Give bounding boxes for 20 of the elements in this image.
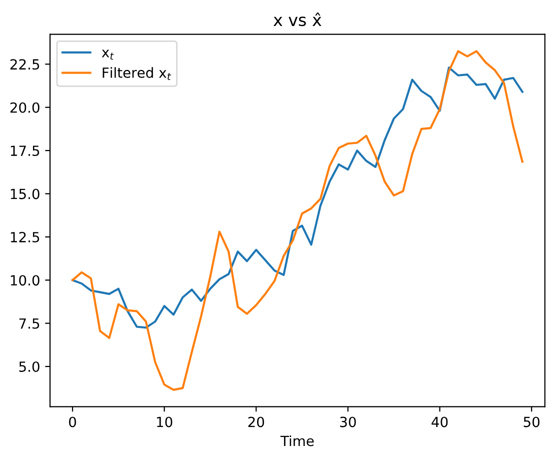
x-tick-label: 50 [524,416,540,428]
y-tick-label: 15.0 [10,188,40,200]
line-series [71,66,524,329]
y-tick-label: 5.0 [19,361,40,372]
y-tick-label: 17.5 [10,146,40,156]
chart-title: x vs x̂ [274,12,322,26]
x-tick-label: 40 [432,416,448,428]
y-tick-label: 20.0 [10,102,40,113]
legend-label: x$_{t}$ [102,50,114,60]
x-axis-title: Time [280,435,314,446]
y-tick-label: 7.5 [19,318,40,329]
x-tick-label: 30 [340,416,356,428]
x-tick-label: 20 [248,416,264,428]
x-tick-label: 10 [157,416,172,428]
line-series [71,50,524,391]
x-tick-label: 0 [69,416,76,428]
y-tick-label: 12.5 [10,232,40,242]
y-tick-label: 22.5 [10,59,40,70]
y-tick-label: 10.0 [10,275,40,286]
legend-label: Filtered x$_{t}$ [102,67,172,80]
